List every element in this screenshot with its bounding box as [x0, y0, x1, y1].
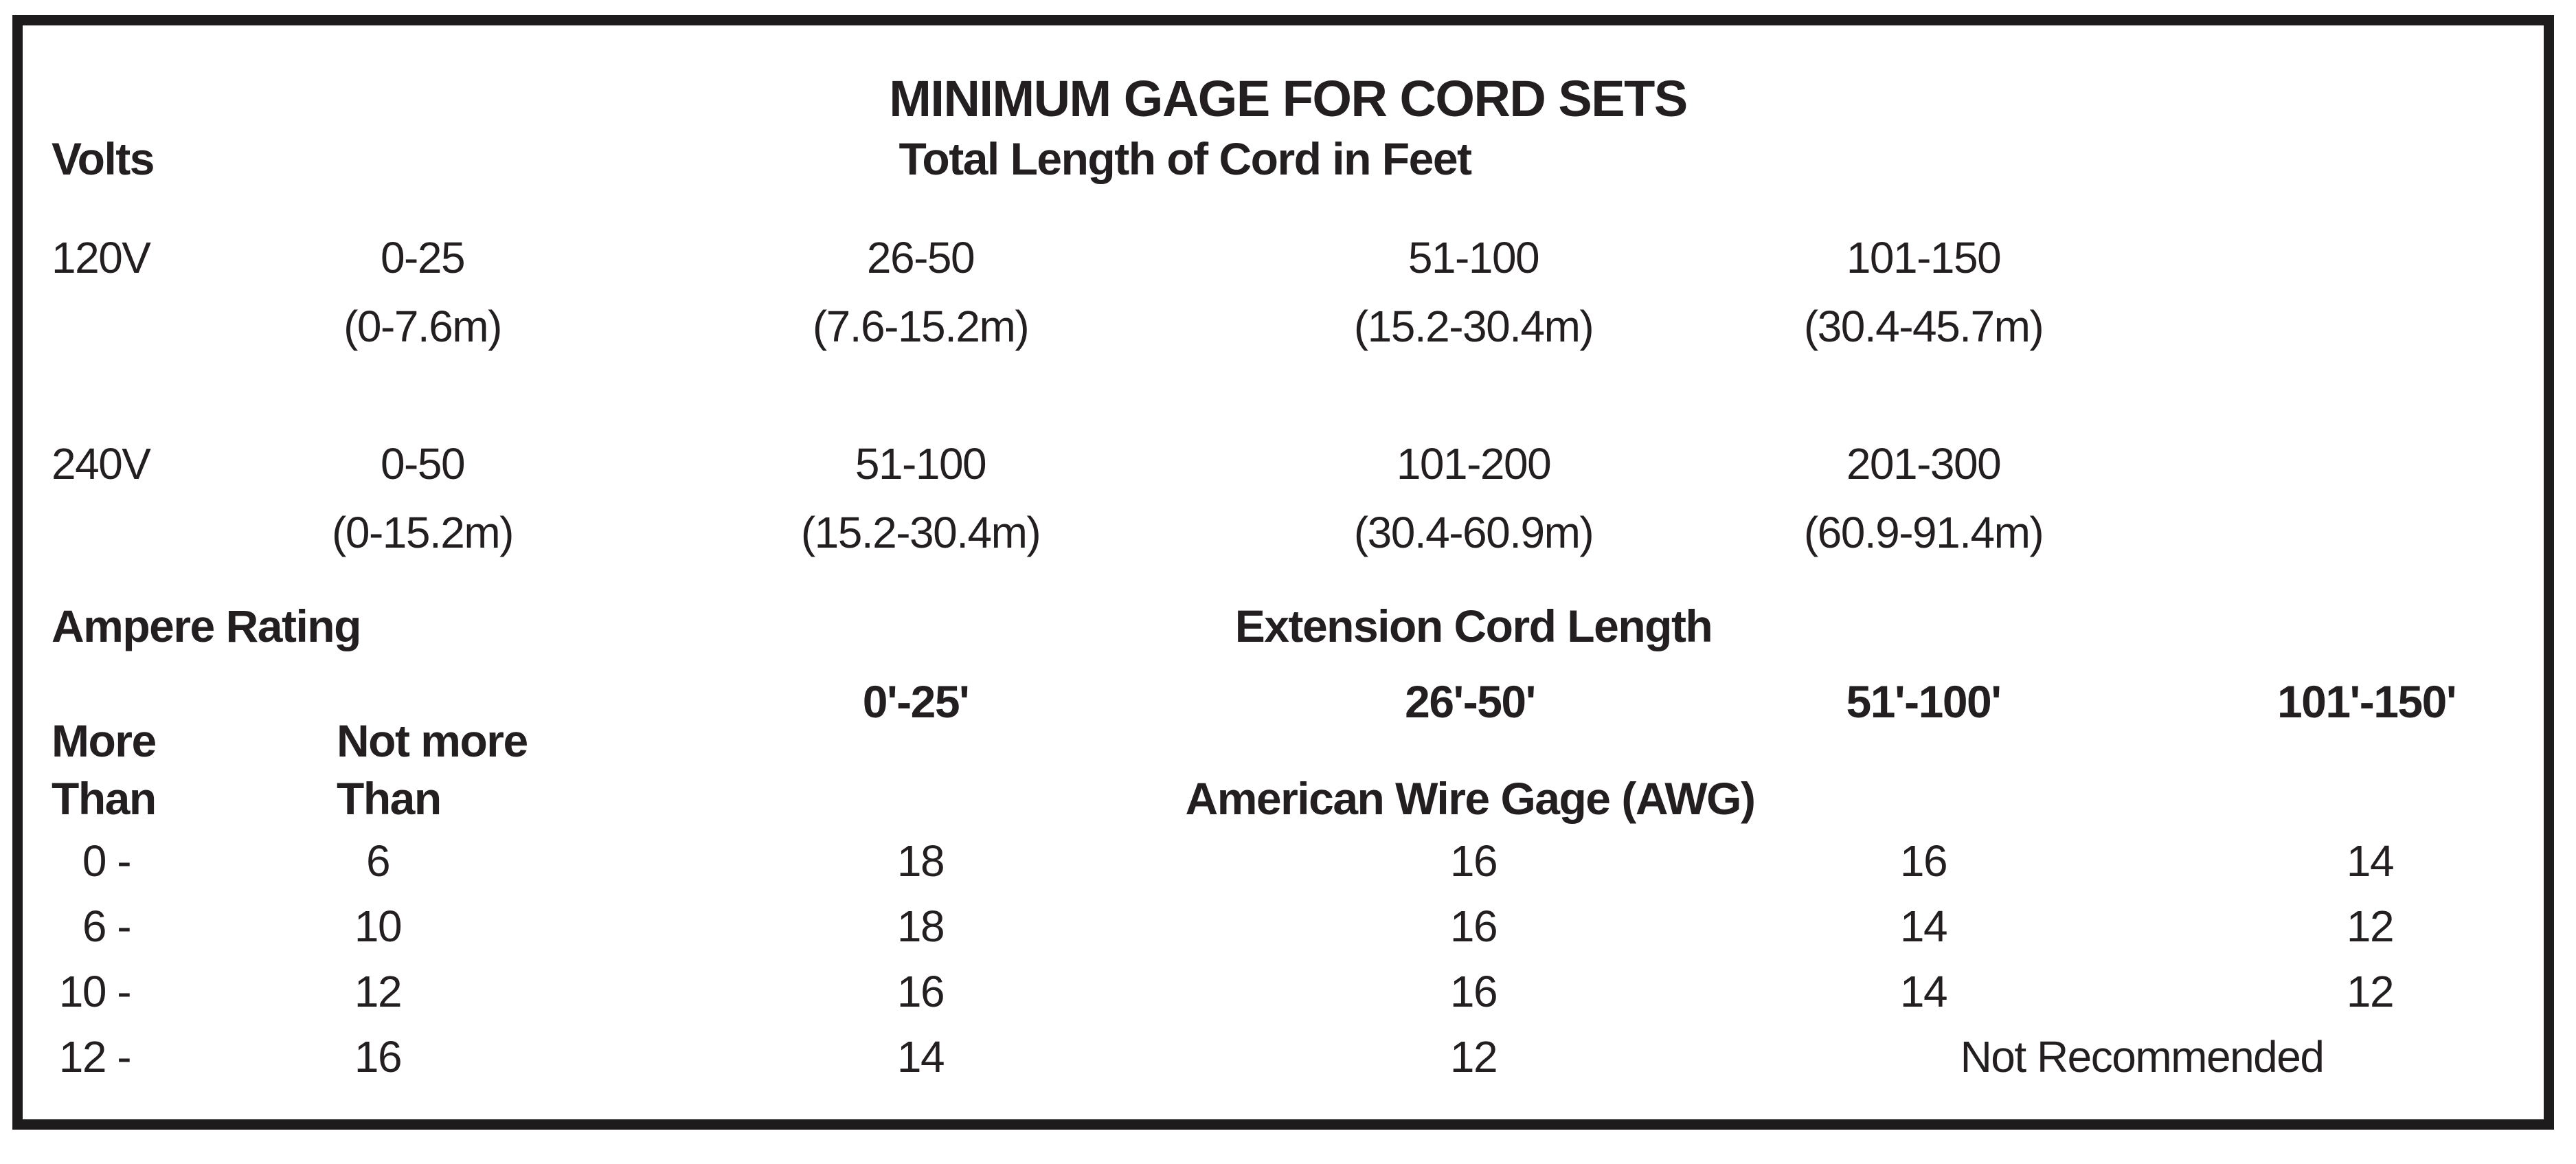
feet-range: 101-150	[1846, 233, 2002, 282]
cord-range-cell: 101-200 (30.4-60.9m)	[1267, 429, 1680, 567]
awg-more-value: 10 -	[58, 967, 132, 1016]
meters-range: (7.6-15.2m)	[812, 302, 1030, 351]
volt-row-label-240: 240V	[52, 439, 151, 489]
meters-range: (0-7.6m)	[343, 302, 502, 351]
awg-gage-value: 18	[896, 902, 945, 951]
not-more-line2: Than	[337, 773, 442, 824]
feet-range: 26-50	[866, 233, 975, 282]
cord-length-header: 0'-25'	[862, 676, 970, 727]
awg-notmore-value: 6	[365, 836, 391, 886]
cord-length-header: 51'-100'	[1846, 676, 2002, 727]
awg-more-value: 0 -	[82, 836, 132, 886]
ampere-rating-label: Ampere Rating	[52, 601, 361, 651]
cord-range-cell: 51-100 (15.2-30.4m)	[1267, 223, 1680, 361]
table-title: MINIMUM GAGE FOR CORD SETS	[889, 70, 1688, 127]
awg-gage-value: 14	[1899, 967, 1948, 1016]
feet-range: 0-25	[380, 233, 466, 282]
feet-range: 101-200	[1396, 439, 1552, 489]
awg-notmore-value: 16	[354, 1032, 403, 1082]
not-more-than-label: Not more Than	[337, 712, 528, 827]
awg-more-value: 12 -	[58, 1032, 132, 1082]
total-length-header: Total Length of Cord in Feet	[899, 133, 1472, 184]
awg-gage-value: 12	[2346, 902, 2395, 951]
cord-length-header: 26'-50'	[1405, 676, 1536, 727]
feet-range: 51-100	[855, 439, 987, 489]
more-than-label: More Than	[52, 712, 157, 827]
extension-cord-length-header: Extension Cord Length	[1234, 601, 1713, 651]
cord-length-header: 101'-150'	[2276, 676, 2457, 727]
meters-range: (15.2-30.4m)	[800, 508, 1041, 557]
cord-range-cell: 26-50 (7.6-15.2m)	[714, 223, 1127, 361]
feet-range: 0-50	[380, 439, 466, 489]
awg-gage-value: 16	[1449, 902, 1498, 951]
feet-range: 51-100	[1408, 233, 1540, 282]
not-more-line1: Not more	[337, 715, 528, 766]
awg-notmore-value: 12	[354, 967, 403, 1016]
meters-range: (30.4-60.9m)	[1353, 508, 1594, 557]
more-than-line1: More	[52, 715, 157, 766]
cord-range-cell: 0-50 (0-15.2m)	[216, 429, 629, 567]
awg-more-value: 6 -	[82, 902, 132, 951]
volts-label: Volts	[52, 133, 155, 184]
awg-gage-value: 16	[1899, 836, 1948, 886]
awg-gage-value: 16	[896, 967, 945, 1016]
awg-notmore-value: 10	[354, 902, 403, 951]
not-recommended-cell: Not Recommended	[1960, 1032, 2325, 1082]
feet-range: 201-300	[1846, 439, 2002, 489]
cord-range-cell: 0-25 (0-7.6m)	[216, 223, 629, 361]
awg-gage-value: 12	[1449, 1032, 1498, 1082]
cord-range-cell: 51-100 (15.2-30.4m)	[714, 429, 1127, 567]
awg-gage-value: 12	[2346, 967, 2395, 1016]
cord-range-cell: 201-300 (60.9-91.4m)	[1717, 429, 2129, 567]
volt-row-label-120: 120V	[52, 233, 151, 282]
awg-gage-value: 16	[1449, 836, 1498, 886]
meters-range: (15.2-30.4m)	[1353, 302, 1594, 351]
awg-gage-value: 14	[1899, 902, 1948, 951]
cord-range-cell: 101-150 (30.4-45.7m)	[1717, 223, 2129, 361]
awg-gage-value: 14	[896, 1032, 945, 1082]
awg-gage-value: 14	[2346, 836, 2395, 886]
meters-range: (30.4-45.7m)	[1803, 302, 2044, 351]
more-than-line2: Than	[52, 773, 157, 824]
awg-header: American Wire Gage (AWG)	[1185, 773, 1756, 824]
awg-gage-value: 16	[1449, 967, 1498, 1016]
awg-gage-value: 18	[896, 836, 945, 886]
meters-range: (60.9-91.4m)	[1803, 508, 2044, 557]
meters-range: (0-15.2m)	[332, 508, 514, 557]
